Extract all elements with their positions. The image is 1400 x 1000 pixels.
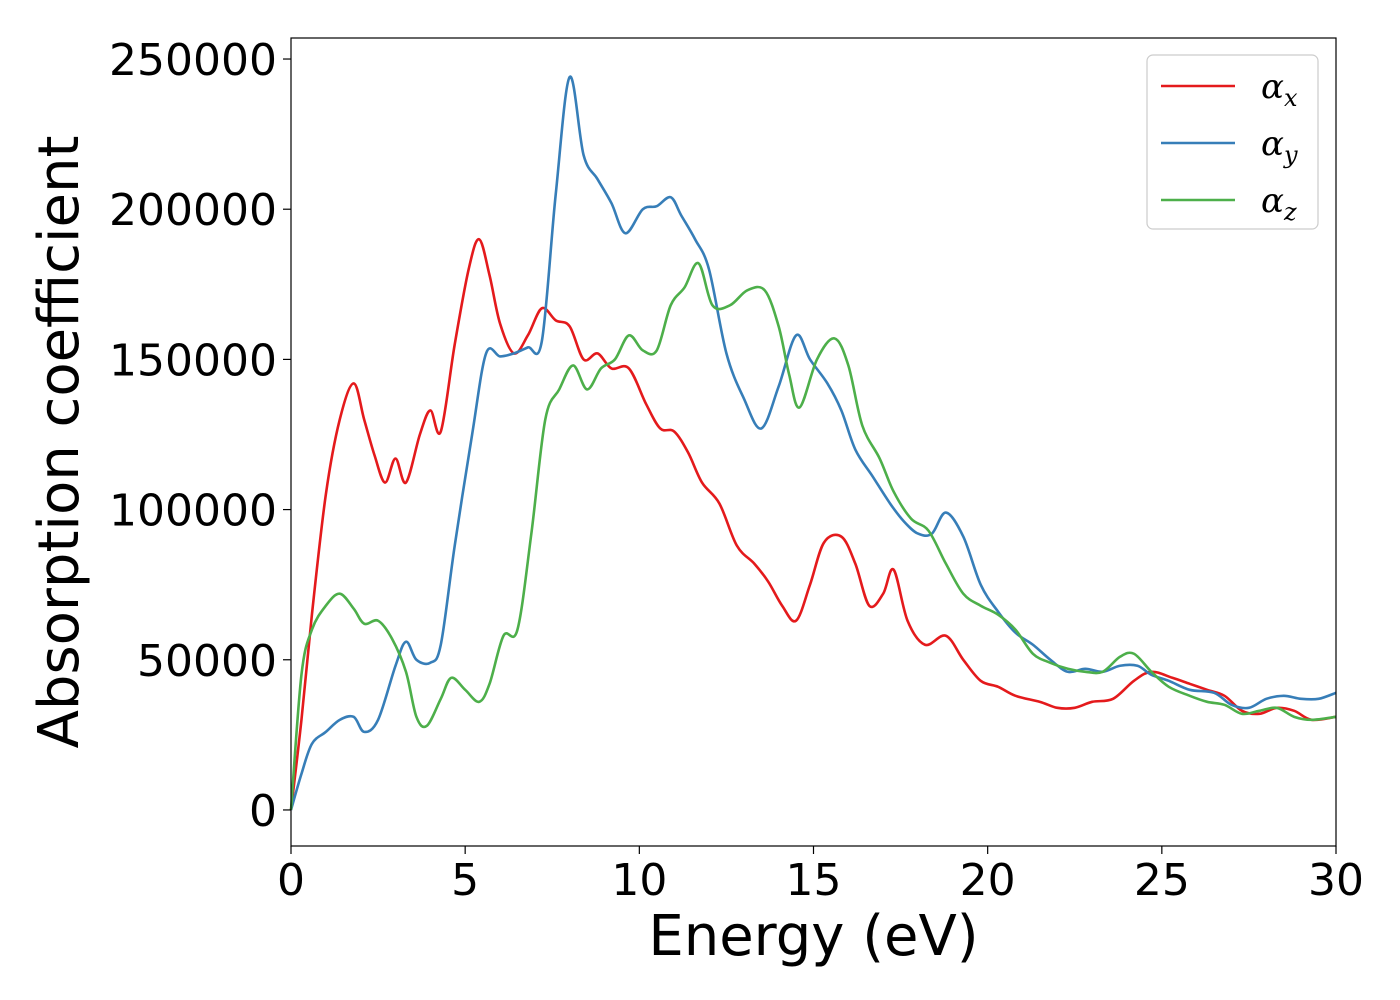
series-layer [289, 75, 1337, 811]
legend-label-x: αx [1261, 67, 1298, 112]
x-tick-label: 20 [960, 855, 1016, 906]
x-tick-label: 15 [786, 855, 842, 906]
y-axis-title: Absorption coefficient [27, 136, 92, 749]
y-tick-label: 100000 [109, 486, 277, 537]
x-tick-label: 0 [277, 855, 305, 906]
legend: αx αy αz [1146, 54, 1319, 230]
y-axis: 0 50000 100000 150000 200000 250000 [109, 35, 291, 837]
y-tick-label: 0 [249, 786, 277, 837]
series-line-z [289, 261, 1337, 811]
legend-label-z: αz [1261, 181, 1297, 226]
x-axis-title: Energy (eV) [648, 904, 978, 969]
x-axis: 0 5 10 15 20 25 30 [277, 846, 1364, 906]
x-tick-label: 10 [611, 855, 667, 906]
x-tick-label: 25 [1134, 855, 1190, 906]
series-line-x [289, 237, 1337, 811]
x-tick-label: 30 [1308, 855, 1364, 906]
y-tick-label: 200000 [109, 185, 277, 236]
y-tick-label: 50000 [137, 636, 277, 687]
x-tick-label: 5 [451, 855, 479, 906]
y-tick-label: 250000 [109, 35, 277, 86]
series-line-y [289, 75, 1337, 811]
legend-label-y: αy [1261, 124, 1298, 169]
y-tick-label: 150000 [109, 335, 277, 386]
